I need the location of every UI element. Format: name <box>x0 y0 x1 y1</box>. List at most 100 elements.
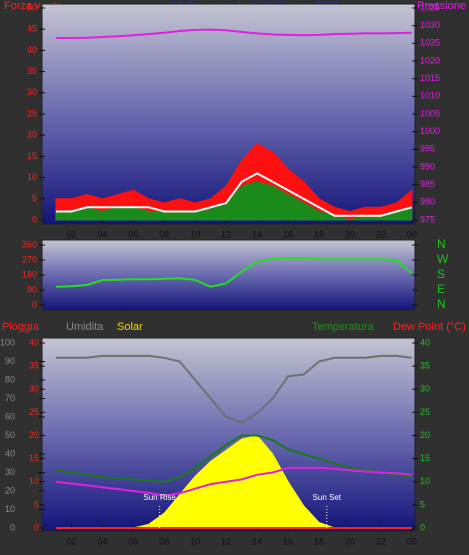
y2-tick-label: 1005 <box>420 108 440 118</box>
y3-tick-label: 40 <box>29 337 39 347</box>
y2-tick-label: 990 <box>420 161 435 171</box>
y2-tick-label: 30 <box>420 384 430 394</box>
y-tick-label: 360 <box>22 239 37 249</box>
x-tick-label: 02 <box>66 536 76 546</box>
y3-tick-label: 30 <box>29 384 39 394</box>
y-tick-label: 5 <box>32 193 37 203</box>
x-tick-label: 12 <box>221 536 231 546</box>
y2-tick-label: 1000 <box>420 126 440 136</box>
y2-tick-label: 40 <box>420 337 430 347</box>
x-tick-label: 16 <box>283 229 293 239</box>
series-area <box>55 143 413 221</box>
x-tick-label: 02 <box>66 229 76 239</box>
y-tick-label: 10 <box>27 172 37 182</box>
y2-tick-label: 10 <box>420 476 430 486</box>
y-tick-label: 0 <box>32 214 37 224</box>
y-tick-label: 45 <box>27 24 37 34</box>
y-tick-label: 40 <box>27 45 37 55</box>
legend-entry: Pioggia <box>2 321 40 333</box>
x-tick-label: 20 <box>345 229 355 239</box>
y2-tick-label: 995 <box>420 144 435 154</box>
y2-tick-label: E <box>437 282 445 296</box>
x-tick-label: 00 <box>407 229 417 239</box>
x-tick-label: 22 <box>376 536 386 546</box>
x-tick-label: 22 <box>376 229 386 239</box>
annotation-label: Sun Set <box>313 493 342 502</box>
y2-tick-label: 1025 <box>420 38 440 48</box>
y-tick-label: 25 <box>27 108 37 118</box>
y3-tick-label: 15 <box>29 453 39 463</box>
y2-tick-label: N <box>437 297 446 311</box>
y-tick-label: 80 <box>5 374 15 384</box>
y2-tick-label: S <box>437 267 445 281</box>
y-tick-label: 180 <box>22 269 37 279</box>
y2-tick-label: 15 <box>420 453 430 463</box>
y-tick-label: 40 <box>5 448 15 458</box>
y-tick-label: 20 <box>5 485 15 495</box>
y-tick-label: 0 <box>32 299 37 309</box>
plot-background <box>41 239 416 311</box>
y2-tick-label: 0 <box>420 522 425 532</box>
y-tick-label: 90 <box>27 284 37 294</box>
y3-tick-label: 10 <box>29 476 39 486</box>
x-tick-label: 18 <box>314 229 324 239</box>
y2-tick-label: 1035 <box>420 2 440 12</box>
y3-tick-label: 5 <box>34 499 39 509</box>
y2-tick-label: 20 <box>420 430 430 440</box>
series-line <box>55 257 413 288</box>
y-tick-label: 30 <box>27 87 37 97</box>
x-tick-label: 06 <box>128 536 138 546</box>
y3-tick-label: 35 <box>29 361 39 371</box>
series-line <box>55 354 413 424</box>
y-tick-label: 270 <box>22 254 37 264</box>
x-tick-label: 12 <box>221 229 231 239</box>
y-tick-label: 50 <box>27 2 37 12</box>
y2-tick-label: 1015 <box>420 73 440 83</box>
y2-tick-label: 975 <box>420 214 435 224</box>
series-line <box>55 172 413 217</box>
series-line <box>55 28 412 39</box>
x-tick-label: 14 <box>252 229 262 239</box>
legend-entry: Temperatura <box>312 321 375 333</box>
y-tick-label: 90 <box>5 356 15 366</box>
y2-tick-label: 1010 <box>420 91 440 101</box>
x-tick-label: 16 <box>283 536 293 546</box>
annotation-label: Sun Rise <box>143 493 176 502</box>
y-tick-label: 15 <box>27 151 37 161</box>
legend-entry: Solar <box>117 321 143 333</box>
y-tick-label: 0 <box>10 522 15 532</box>
legend-entry: Umidita <box>66 321 104 333</box>
x-tick-label: 00 <box>407 536 417 546</box>
x-tick-label: 10 <box>190 536 200 546</box>
y2-tick-label: 985 <box>420 179 435 189</box>
x-tick-label: 18 <box>314 536 324 546</box>
y2-tick-label: 5 <box>420 499 425 509</box>
y-tick-label: 20 <box>27 130 37 140</box>
y2-tick-label: 35 <box>420 361 430 371</box>
y-tick-label: 50 <box>5 430 15 440</box>
x-tick-label: 06 <box>128 229 138 239</box>
series-line <box>55 434 413 483</box>
y-tick-label: 10 <box>5 504 15 514</box>
y-tick-label: 35 <box>27 66 37 76</box>
y2-tick-label: 980 <box>420 197 435 207</box>
y-tick-label: 60 <box>5 411 15 421</box>
y3-tick-label: 25 <box>29 407 39 417</box>
y2-tick-label: 1030 <box>420 20 440 30</box>
series-line <box>55 466 412 497</box>
y2-tick-label: 25 <box>420 407 430 417</box>
legend-entry: Dew Point (°C) <box>393 321 466 333</box>
y2-tick-label: W <box>437 252 449 266</box>
y-tick-label: 30 <box>5 467 15 477</box>
y3-tick-label: 0 <box>34 522 39 532</box>
x-tick-label: 04 <box>97 536 107 546</box>
wind-axis-label: Forza vento <box>4 0 62 12</box>
pressure-axis-label: Pressione <box>417 0 466 12</box>
x-tick-label: 14 <box>252 536 262 546</box>
y2-tick-label: 1020 <box>420 55 440 65</box>
x-tick-label: 08 <box>159 536 169 546</box>
x-tick-label: 10 <box>190 229 200 239</box>
x-tick-label: 04 <box>97 229 107 239</box>
